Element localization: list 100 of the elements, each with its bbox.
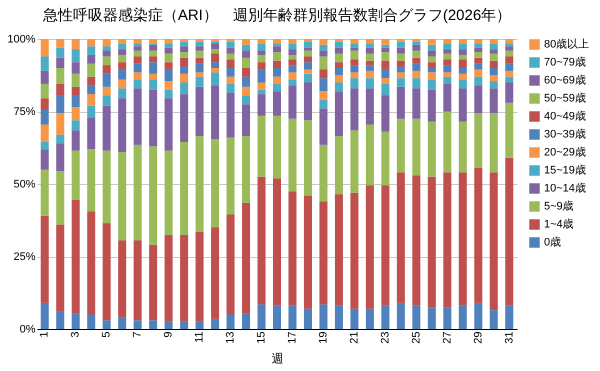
bar — [258, 69, 266, 82]
bar — [87, 54, 96, 64]
bar — [272, 60, 282, 68]
bar — [319, 50, 328, 56]
bar — [242, 313, 250, 329]
bar — [118, 240, 126, 318]
bar — [258, 116, 266, 177]
bar — [412, 42, 420, 45]
bar — [350, 59, 358, 66]
bar — [56, 170, 64, 225]
legend-label: 15~19歳 — [544, 164, 586, 176]
bar — [180, 94, 188, 142]
x-tick-label: 15 — [256, 332, 268, 344]
bar — [443, 76, 452, 84]
bar — [396, 86, 405, 119]
chart-title: 急性呼吸器感染症（ARI） 週別年齢群別報告数割合グラフ(2026年） — [42, 7, 512, 24]
bar — [490, 54, 498, 61]
bar — [149, 90, 158, 146]
bar — [490, 81, 498, 88]
bar — [272, 46, 282, 52]
bar — [87, 212, 96, 314]
bar — [272, 116, 282, 178]
bar — [164, 69, 173, 82]
bar — [334, 91, 343, 136]
legend-label: 50~59歳 — [544, 92, 586, 104]
bar — [72, 86, 80, 96]
bar — [412, 70, 420, 78]
bar — [258, 90, 266, 94]
bar — [134, 50, 142, 56]
bar — [149, 320, 158, 329]
bar — [118, 317, 126, 329]
bar — [134, 46, 142, 51]
bar — [366, 43, 374, 48]
bar — [490, 75, 498, 82]
bar — [319, 56, 328, 70]
bar — [164, 54, 173, 62]
bar — [428, 39, 436, 45]
bar — [350, 72, 358, 78]
bar — [490, 112, 498, 172]
bar — [164, 322, 173, 329]
bar — [428, 50, 436, 56]
x-tick-label: 5 — [100, 332, 113, 338]
x-tick-label: 9 — [162, 332, 175, 338]
bar — [474, 64, 482, 70]
bar — [118, 88, 126, 98]
bar — [381, 52, 390, 61]
bar — [87, 46, 96, 55]
bar — [474, 43, 482, 48]
bar — [211, 139, 220, 228]
bar — [272, 76, 282, 84]
bar — [272, 39, 282, 44]
bar — [428, 68, 436, 72]
bar — [149, 80, 158, 90]
bar — [226, 138, 235, 214]
bar — [288, 65, 296, 72]
x-tick-label: 23 — [379, 332, 392, 344]
bar — [350, 48, 358, 51]
bar — [134, 88, 142, 145]
bar — [304, 56, 312, 62]
bar — [102, 106, 111, 151]
bar — [366, 48, 374, 54]
bar — [242, 50, 250, 58]
bar — [428, 176, 436, 308]
bar — [350, 88, 358, 130]
bar — [40, 149, 49, 170]
bar — [134, 39, 142, 44]
bar — [490, 60, 498, 68]
bar — [226, 42, 235, 48]
bar — [226, 84, 235, 93]
bar — [366, 78, 374, 88]
bar — [304, 62, 312, 70]
y-tick-label: 75% — [13, 106, 36, 118]
x-tick-label: 29 — [472, 332, 484, 344]
bar — [366, 60, 374, 66]
bar — [319, 44, 328, 51]
bar — [72, 200, 80, 314]
bar — [319, 91, 328, 100]
bar — [458, 122, 467, 172]
bar — [56, 312, 64, 329]
bar — [211, 62, 220, 68]
x-tick-label: 19 — [317, 332, 330, 344]
bar — [334, 48, 343, 54]
bar — [350, 43, 358, 48]
bar — [443, 72, 452, 77]
bar — [118, 54, 126, 62]
bar — [458, 39, 467, 44]
bar — [72, 107, 80, 120]
bar — [180, 322, 188, 329]
bar — [102, 150, 111, 224]
bar — [443, 54, 452, 60]
bar — [40, 84, 49, 98]
bar — [304, 42, 312, 48]
bar — [350, 50, 358, 60]
bar — [505, 64, 514, 71]
bar — [334, 68, 343, 76]
bar — [366, 54, 374, 61]
bar — [304, 69, 312, 74]
bar — [334, 75, 343, 82]
bar — [164, 39, 173, 44]
bar — [149, 74, 158, 80]
